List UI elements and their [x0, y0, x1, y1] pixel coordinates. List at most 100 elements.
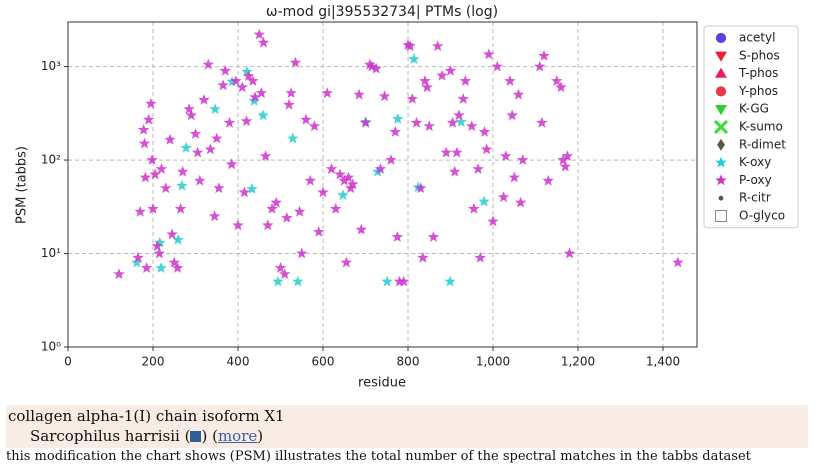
point — [338, 174, 350, 186]
point — [217, 79, 229, 91]
point — [446, 116, 459, 128]
point — [408, 53, 420, 64]
point — [453, 109, 465, 121]
chart-title: ω-mod gi|395532734| PTMs (log) — [266, 4, 498, 20]
legend-label: R-citr — [739, 191, 771, 205]
point — [139, 171, 152, 183]
point — [472, 163, 484, 174]
point — [419, 75, 431, 86]
point — [444, 275, 456, 287]
point — [444, 64, 457, 76]
point — [247, 75, 259, 86]
point — [226, 75, 238, 87]
point — [347, 178, 359, 190]
legend-marker — [715, 210, 727, 222]
protein-info: collagen alpha-1(I) chain isoform X1 Sar… — [6, 405, 808, 448]
point — [342, 171, 355, 183]
legend-marker — [715, 156, 727, 168]
point — [246, 183, 258, 194]
point — [198, 93, 210, 105]
point — [392, 113, 404, 124]
more-link[interactable]: more — [217, 427, 258, 445]
point — [557, 154, 569, 165]
point — [151, 240, 163, 251]
point — [459, 75, 472, 86]
legend-box — [703, 25, 799, 229]
point — [561, 150, 574, 161]
point — [274, 262, 287, 273]
point — [330, 202, 342, 214]
point — [366, 60, 378, 72]
x-tick-label: 800 — [397, 355, 420, 369]
point — [385, 154, 397, 165]
point — [289, 56, 302, 68]
legend-label: R-dimet — [739, 137, 786, 151]
point — [191, 146, 204, 158]
point — [259, 150, 272, 161]
point — [393, 275, 406, 287]
point — [504, 75, 516, 86]
point — [340, 256, 353, 268]
point — [270, 196, 282, 208]
y-axis-label: PSM (tabbs) — [15, 146, 30, 224]
point — [147, 202, 159, 214]
point — [317, 186, 329, 198]
color-swatch — [190, 431, 202, 442]
legend-marker — [715, 67, 727, 78]
point — [204, 143, 217, 155]
point — [468, 202, 480, 214]
point — [211, 132, 223, 144]
point — [421, 81, 433, 93]
legend-marker — [715, 51, 727, 62]
plot-frame — [67, 21, 698, 348]
point — [308, 120, 321, 132]
point — [266, 202, 278, 214]
x-tick-label: 1,000 — [476, 355, 510, 369]
point — [381, 275, 393, 287]
legend-label: K-sumo — [739, 120, 783, 134]
point — [370, 62, 382, 74]
x-axis-label: residue — [358, 376, 406, 391]
point — [202, 58, 214, 70]
point — [172, 233, 184, 245]
point — [404, 40, 416, 52]
point — [355, 223, 367, 235]
point — [185, 109, 197, 121]
chart: ω-mod gi|395532734| PTMs (log) residue P… — [15, 4, 799, 391]
legend-marker — [713, 119, 729, 135]
point — [455, 116, 467, 127]
point — [257, 109, 269, 121]
point — [508, 171, 520, 183]
point — [398, 275, 410, 287]
point — [500, 150, 512, 161]
point — [145, 97, 157, 109]
point — [536, 116, 548, 128]
point — [176, 179, 188, 191]
point — [538, 49, 550, 61]
x-tick-label: 600 — [312, 355, 335, 369]
point — [359, 116, 372, 128]
point — [432, 40, 444, 52]
legend-marker — [715, 174, 727, 186]
x-tick-label: 1,200 — [561, 355, 595, 369]
point — [304, 174, 316, 186]
point — [177, 165, 189, 177]
protein-name: collagen alpha-1(I) chain isoform X1 — [8, 407, 285, 425]
point — [410, 116, 423, 128]
point — [285, 87, 297, 98]
point — [183, 103, 195, 115]
point — [325, 163, 338, 174]
legend-marker — [715, 86, 727, 97]
point — [321, 87, 333, 98]
point — [497, 191, 510, 203]
x-tick-label: 1,400 — [646, 355, 680, 369]
point — [353, 88, 365, 100]
point — [559, 160, 571, 172]
point — [466, 120, 478, 132]
point — [451, 146, 463, 158]
point — [534, 60, 546, 72]
point — [672, 256, 684, 268]
point — [232, 219, 244, 231]
point — [378, 90, 391, 102]
